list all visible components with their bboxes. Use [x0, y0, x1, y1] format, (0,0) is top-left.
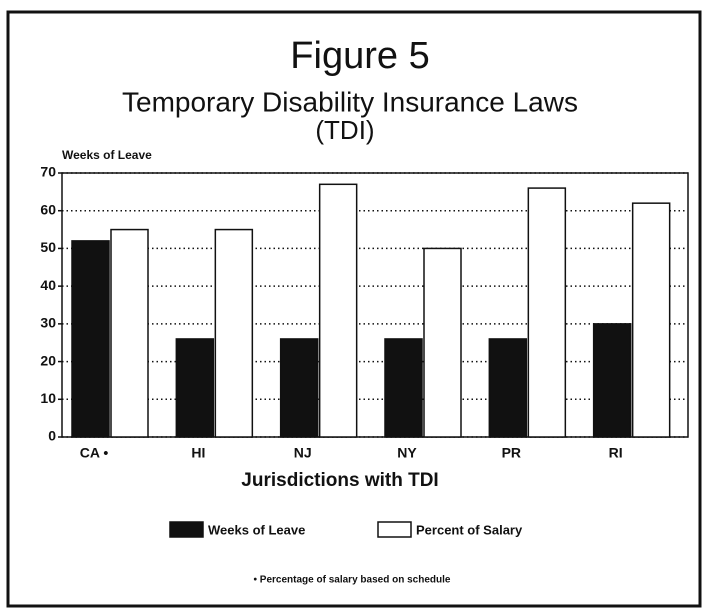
legend-swatch — [377, 521, 412, 538]
bar — [423, 247, 462, 438]
y-tick-label: 40 — [40, 277, 56, 293]
bar — [384, 338, 423, 438]
bar — [71, 240, 110, 438]
x-tick-label: RI — [609, 445, 623, 461]
bar — [175, 338, 215, 438]
bar — [527, 187, 567, 438]
x-tick-label: HI — [191, 445, 205, 461]
y-tick-label: 60 — [40, 201, 56, 217]
bar — [318, 183, 358, 438]
plot-area — [61, 172, 689, 438]
y-tick-label: 50 — [40, 239, 56, 255]
x-tick-label: PR — [502, 445, 521, 461]
footnote: • Percentage of salary based on schedule — [254, 575, 451, 586]
y-tick-label: 20 — [40, 352, 56, 368]
bar — [631, 202, 671, 438]
y-axis-label: Weeks of Leave — [62, 148, 152, 162]
y-tick-label: 0 — [48, 428, 56, 444]
x-axis-label: Jurisdictions with TDI — [241, 470, 438, 491]
chart-subtitle: Temporary Disability Insurance Laws — [122, 86, 578, 117]
frame — [6, 10, 702, 608]
bar — [592, 323, 632, 438]
x-tick-label: CA • — [80, 445, 109, 461]
legend-label: Percent of Salary — [416, 522, 523, 537]
x-tick-label: NJ — [294, 445, 312, 461]
bar — [488, 338, 528, 438]
y-tick-label: 70 — [40, 164, 56, 180]
chart-subtitle: (TDI) — [315, 115, 374, 145]
legend-swatch — [169, 521, 204, 538]
x-tick-label: NY — [397, 445, 417, 461]
chart-title: Figure 5 — [290, 35, 429, 77]
legend-label: Weeks of Leave — [208, 522, 305, 537]
y-tick-label: 10 — [40, 390, 56, 406]
bar — [214, 228, 254, 438]
y-tick-label: 30 — [40, 315, 56, 331]
bar — [110, 228, 149, 438]
bar — [279, 338, 319, 438]
